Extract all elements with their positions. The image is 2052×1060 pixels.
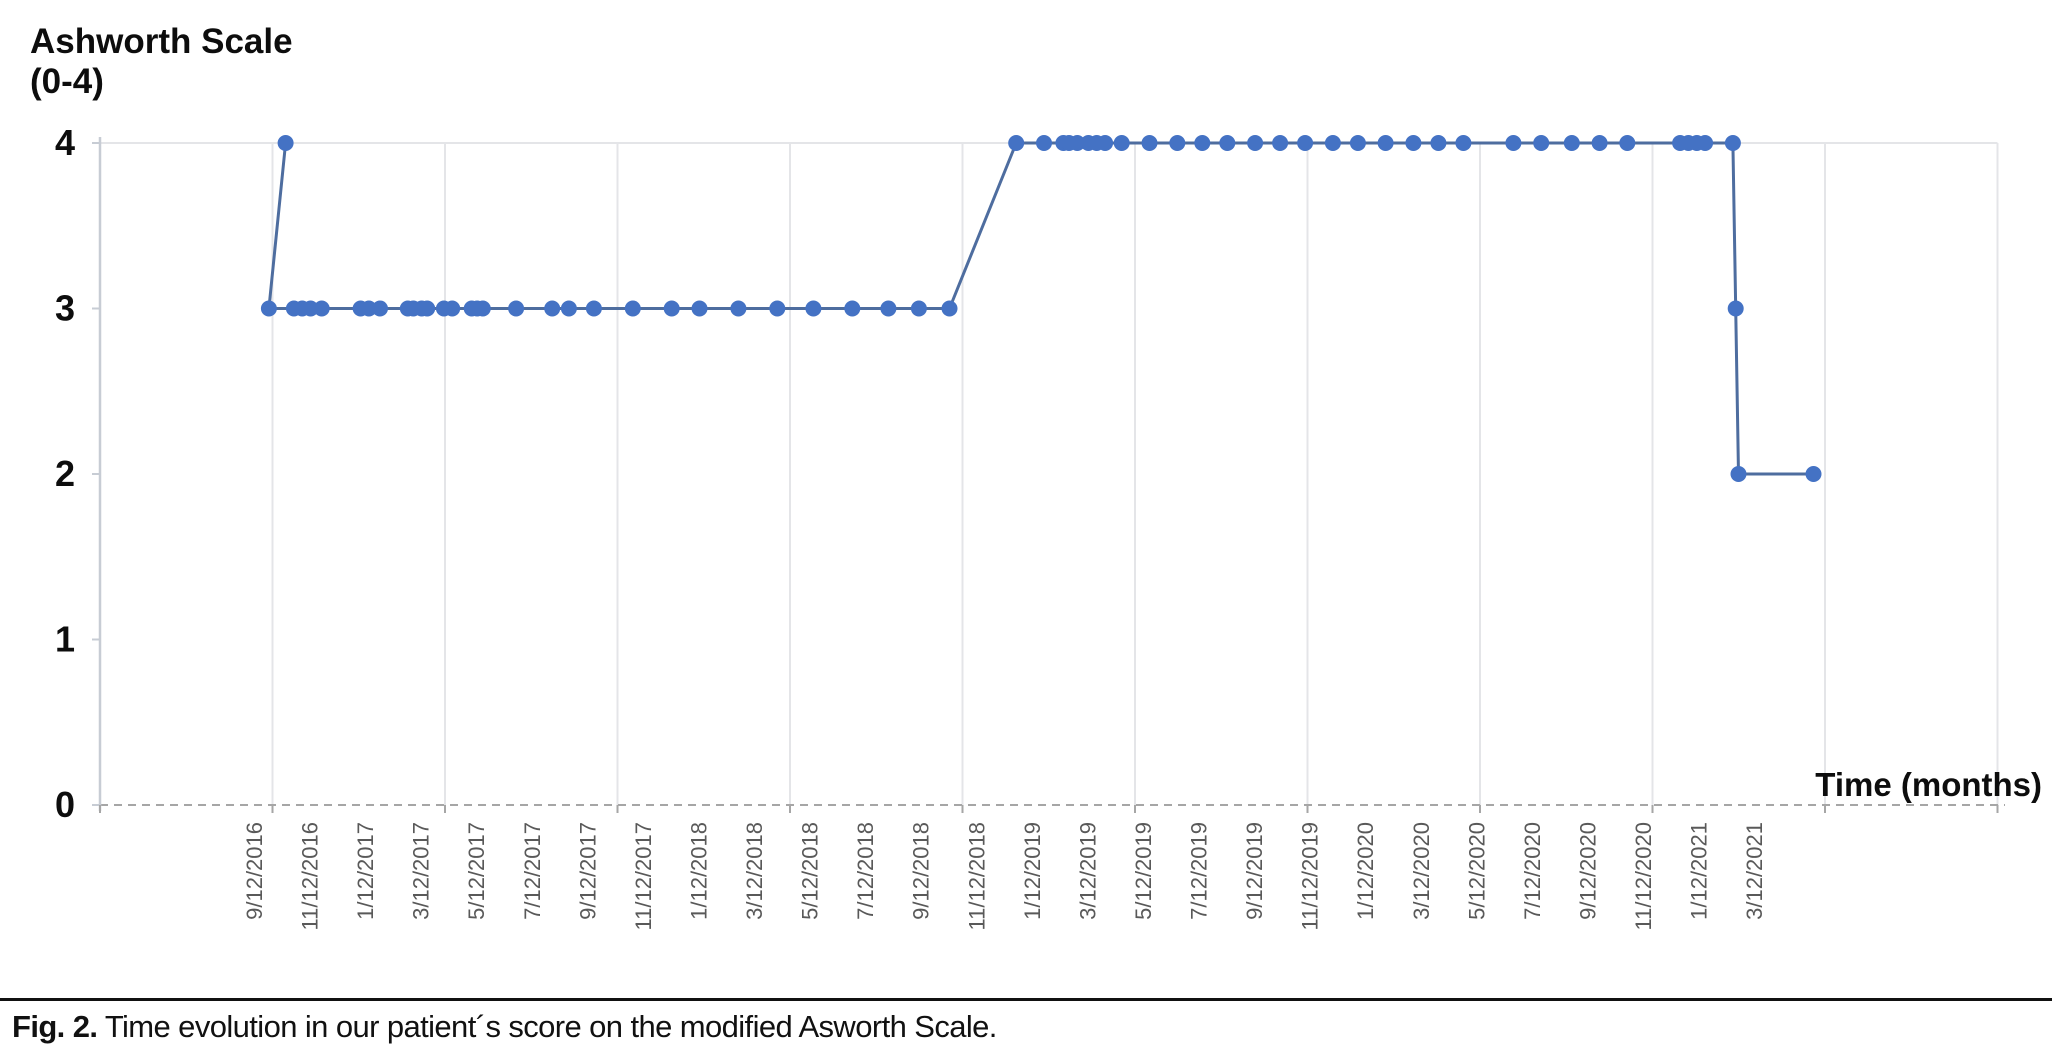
y-axis-tick-labels: 4 3 2 1 0 xyxy=(55,122,75,825)
x-tick-label: 9/12/2020 xyxy=(1575,822,1600,920)
data-point xyxy=(1169,135,1186,151)
data-point xyxy=(1069,135,1086,151)
data-point xyxy=(880,300,897,317)
y-tick-label: 4 xyxy=(55,122,75,163)
data-point xyxy=(1219,135,1236,151)
data-point xyxy=(1297,135,1314,151)
x-tick-label: 3/12/2018 xyxy=(742,822,767,920)
data-point xyxy=(1247,135,1264,151)
x-tick-label: 3/12/2017 xyxy=(409,822,434,920)
x-tick-label: 11/12/2019 xyxy=(1298,822,1323,930)
data-point xyxy=(260,300,277,317)
x-tick-label: 11/12/2016 xyxy=(298,822,323,930)
data-point xyxy=(1533,135,1550,151)
x-tick-label: 9/12/2016 xyxy=(242,822,267,920)
data-point xyxy=(1272,135,1289,151)
series-line xyxy=(267,141,1814,476)
x-tick-label: 7/12/2017 xyxy=(520,822,545,920)
x-tick-label: 5/12/2019 xyxy=(1131,822,1156,920)
axes xyxy=(92,137,2005,813)
x-tick-label: 7/12/2020 xyxy=(1520,822,1545,920)
x-axis-tick-labels: 9/12/2016 11/12/2016 1/12/2017 3/12/2017 5/1… xyxy=(242,822,1767,930)
data-point xyxy=(1036,135,1052,151)
y-tick-label: 1 xyxy=(55,619,75,660)
data-point xyxy=(1727,300,1744,317)
chart-title-line1: Ashworth Scale xyxy=(30,22,293,61)
y-tick-label: 2 xyxy=(55,453,75,494)
x-tick-label: 3/12/2020 xyxy=(1409,822,1434,920)
data-point xyxy=(360,300,377,317)
caption-text: Time evolution in our patient´s score on… xyxy=(97,1009,998,1044)
data-point xyxy=(419,300,436,317)
data-point xyxy=(1591,135,1608,151)
x-axis-title: Time (months) xyxy=(1815,766,2042,803)
chart-title-line2: (0-4) xyxy=(30,62,104,101)
figure-caption: Fig. 2. Time evolution in our patient´s … xyxy=(0,998,2052,1045)
data-point xyxy=(1730,466,1747,482)
x-tick-label: 11/12/2020 xyxy=(1631,822,1656,930)
data-point xyxy=(1455,135,1472,151)
data-point xyxy=(1349,135,1366,151)
data-point xyxy=(941,300,958,317)
data-point xyxy=(1724,135,1741,151)
data-point xyxy=(1324,135,1341,151)
data-point xyxy=(1619,135,1636,151)
data-point xyxy=(277,135,294,151)
x-tick-label: 3/12/2019 xyxy=(1075,822,1100,920)
x-tick-label: 1/12/2019 xyxy=(1020,822,1045,920)
x-tick-label: 9/12/2017 xyxy=(575,822,600,920)
x-tick-label: 1/12/2018 xyxy=(686,822,711,920)
x-tick-label: 1/12/2017 xyxy=(353,822,378,920)
data-point xyxy=(691,300,708,317)
x-tick-label: 9/12/2019 xyxy=(1242,822,1267,920)
y-tick-label: 3 xyxy=(55,288,75,329)
data-point xyxy=(585,300,602,317)
data-point xyxy=(1430,135,1447,151)
data-point xyxy=(805,300,822,317)
x-tick-label: 3/12/2021 xyxy=(1742,822,1767,920)
data-point xyxy=(1141,135,1158,151)
data-point xyxy=(1405,135,1422,151)
x-tick-label: 7/12/2019 xyxy=(1187,822,1212,920)
data-point xyxy=(844,300,861,317)
data-point xyxy=(560,300,577,317)
data-point xyxy=(1563,135,1580,151)
x-tick-label: 11/12/2018 xyxy=(964,822,989,930)
data-point xyxy=(313,300,330,317)
chart-title: Ashworth Scale (0-4) xyxy=(30,22,293,102)
data-point xyxy=(444,300,461,317)
data-point xyxy=(1505,135,1522,151)
data-point xyxy=(474,300,491,317)
data-point xyxy=(1008,135,1025,151)
data-point xyxy=(372,300,388,317)
data-point xyxy=(624,300,641,317)
x-tick-label: 7/12/2018 xyxy=(853,822,878,920)
data-point xyxy=(508,300,525,317)
ashworth-line-chart: 4 3 2 1 0 9/12/2016 11/12/2016 1/12/2017 3/12/2… xyxy=(55,122,2042,930)
caption-label: Fig. 2. xyxy=(12,1009,98,1044)
x-tick-label: 1/12/2020 xyxy=(1353,822,1378,920)
data-point xyxy=(1194,135,1211,151)
data-point xyxy=(1113,135,1130,151)
data-point xyxy=(1097,135,1114,151)
data-point xyxy=(910,300,927,317)
x-tick-label: 9/12/2018 xyxy=(909,822,934,920)
gridlines xyxy=(100,142,1999,805)
data-point xyxy=(663,300,680,317)
data-point xyxy=(769,300,786,317)
x-tick-label: 1/12/2021 xyxy=(1687,822,1712,920)
x-tick-label: 5/12/2017 xyxy=(464,822,489,920)
data-point xyxy=(1805,466,1822,482)
data-point xyxy=(1377,135,1394,151)
data-point xyxy=(1697,135,1714,151)
x-tick-label: 5/12/2020 xyxy=(1464,822,1489,920)
data-point xyxy=(544,300,561,317)
x-tick-label: 5/12/2018 xyxy=(798,822,823,920)
data-series xyxy=(260,135,1822,482)
data-point xyxy=(730,300,747,317)
data-point xyxy=(302,300,319,317)
y-tick-label: 0 xyxy=(55,784,75,825)
x-tick-label: 11/12/2017 xyxy=(631,822,656,930)
